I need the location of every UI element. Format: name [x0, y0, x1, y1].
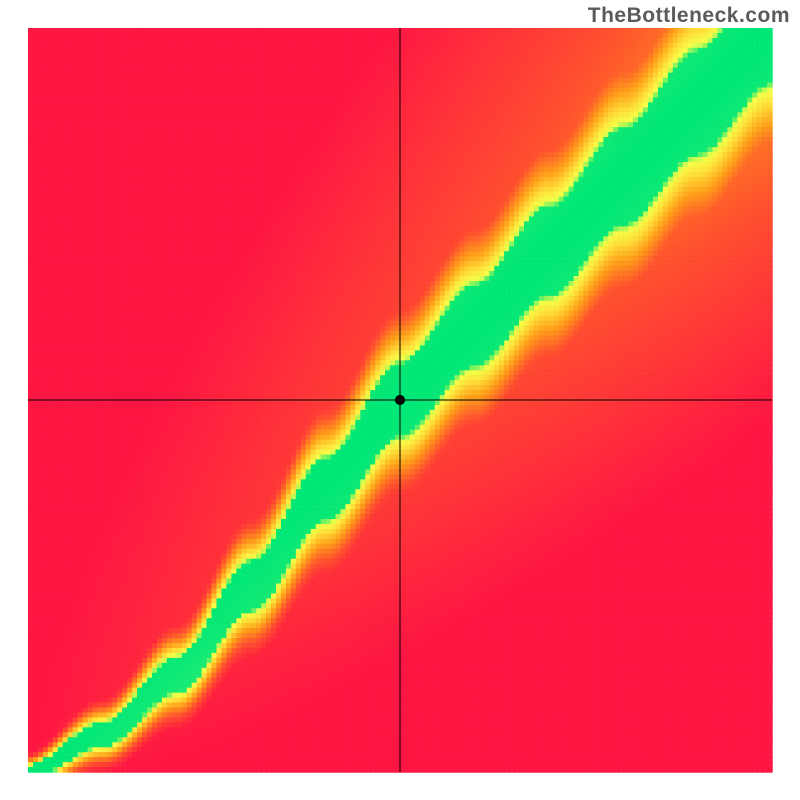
chart-container: TheBottleneck.com	[0, 0, 800, 800]
watermark-text: TheBottleneck.com	[588, 4, 790, 28]
bottleneck-heatmap	[0, 0, 800, 800]
